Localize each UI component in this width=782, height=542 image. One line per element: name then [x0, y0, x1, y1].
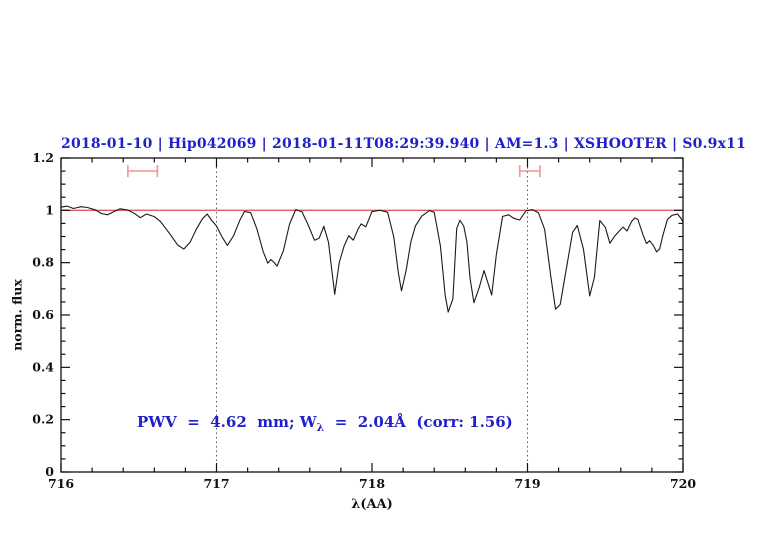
pwv-annotation-pre: PWV = 4.62 mm; W: [137, 413, 317, 431]
y-tick-label: 0: [45, 464, 54, 479]
y-tick-label: 0.2: [32, 412, 54, 427]
pwv-annotation-post: = 2.04Å (corr: 1.56): [324, 413, 513, 431]
x-axis-label: λ(AA): [351, 497, 393, 512]
x-tick-label: 720: [670, 476, 696, 491]
y-tick-label: 0.4: [32, 359, 54, 374]
lambda-subscript: λ: [316, 421, 325, 434]
y-tick-label: 1: [45, 202, 54, 217]
x-tick-label: 719: [514, 476, 540, 491]
y-tick-label: 0.8: [32, 255, 54, 270]
x-tick-label: 717: [203, 476, 229, 491]
x-tick-label: 716: [48, 476, 74, 491]
pwv-annotation: PWV = 4.62 mm; Wλ = 2.04Å (corr: 1.56): [137, 413, 513, 434]
y-tick-label: 0.6: [32, 307, 54, 322]
plot-title: 2018-01-10 | Hip042069 | 2018-01-11T08:2…: [61, 136, 747, 152]
spectrum-line: [60, 205, 684, 313]
y-tick-label: 1.2: [32, 150, 54, 165]
x-tick-label: 718: [359, 476, 385, 491]
